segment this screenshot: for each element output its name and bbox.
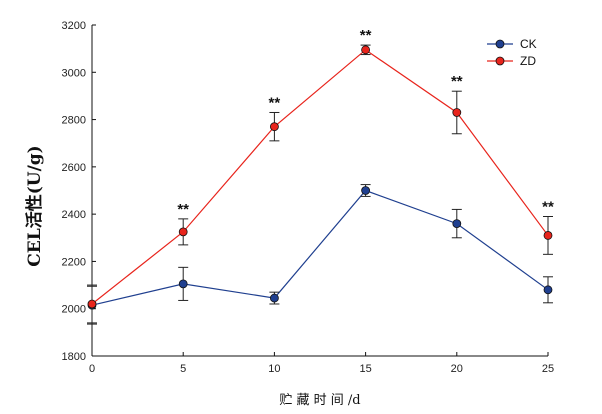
significance-mark: ** — [451, 73, 463, 90]
significance-mark: ** — [360, 27, 372, 44]
data-point — [269, 293, 279, 303]
significance-mark: ** — [177, 201, 189, 218]
x-tick-label: 20 — [451, 363, 463, 375]
legend: CK ZD — [487, 37, 537, 68]
data-point — [178, 279, 188, 289]
y-tick-label: 2400 — [62, 209, 86, 221]
x-axis-label: 贮 藏 时 间 /d — [279, 393, 360, 408]
series-line — [91, 49, 549, 305]
legend-label: CK — [520, 37, 537, 51]
y-tick-label: 2000 — [62, 304, 86, 316]
axes: 1800 2000 2200 2400 2600 2800 3000 3200 0 5 10 15 20… — [62, 20, 555, 375]
data-point — [361, 45, 371, 55]
x-tick-label: 15 — [359, 363, 371, 375]
legend-item-zd: ZD — [487, 54, 536, 68]
series-layer — [87, 44, 553, 325]
data-point — [452, 108, 462, 117]
data-point — [452, 219, 462, 229]
series-line — [91, 189, 549, 306]
data-point — [543, 285, 553, 295]
data-point — [361, 186, 371, 195]
significance-mark: ** — [542, 199, 554, 216]
y-tick-label: 3200 — [62, 20, 86, 32]
x-tick-label: 10 — [268, 363, 280, 375]
significance-annotations: ** ** ** ** ** — [177, 27, 554, 218]
series-ck — [87, 184, 553, 325]
legend-label: ZD — [520, 54, 536, 68]
legend-item-ck: CK — [487, 37, 537, 51]
x-tick-label: 5 — [180, 363, 186, 375]
series-zd — [87, 44, 553, 324]
data-point — [87, 299, 97, 309]
y-tick-label: 1800 — [62, 351, 86, 363]
y-axis-label: CEL活性(U/g) — [24, 145, 45, 266]
x-tick-label: 25 — [542, 363, 554, 375]
x-tick-label: 0 — [89, 363, 95, 375]
data-point — [543, 231, 553, 240]
data-point — [269, 122, 279, 132]
y-tick-label: 2200 — [62, 256, 86, 268]
y-tick-label: 2600 — [62, 162, 86, 174]
legend-swatch-marker — [495, 56, 505, 66]
data-point — [178, 227, 188, 237]
legend-swatch-marker — [495, 39, 505, 49]
y-tick-label: 3000 — [62, 67, 86, 79]
significance-mark: ** — [269, 94, 281, 111]
y-tick-label: 2800 — [62, 115, 86, 127]
